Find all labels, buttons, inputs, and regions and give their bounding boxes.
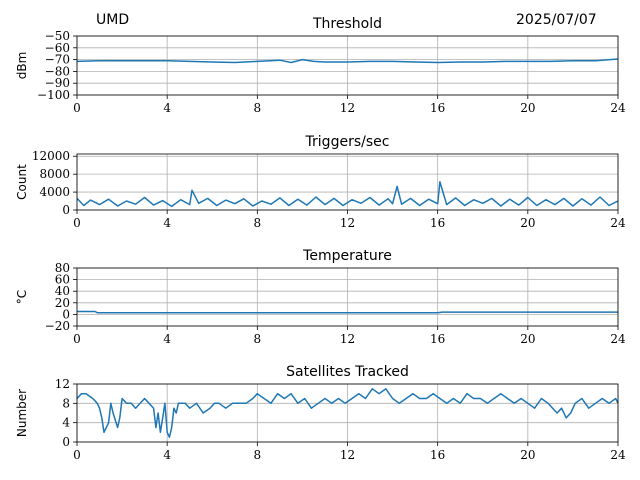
triggers-sec-ylabel: Count [15,164,29,200]
y-tick-label: 4000 [39,185,70,199]
x-tick-label: 24 [610,332,626,346]
y-tick-label: −60 [45,41,70,55]
x-tick-label: 12 [340,448,355,462]
y-tick-label: 60 [55,273,70,287]
date-label: 2025/07/07 [516,12,597,28]
x-tick-label: 0 [73,216,81,230]
temperature-ylabel: °C [15,290,29,304]
x-tick-label: 8 [254,101,262,115]
x-tick-label: 24 [610,448,626,462]
x-tick-label: 20 [520,101,535,115]
threshold-series-line [76,58,619,64]
y-tick-label: 4 [62,416,70,430]
x-tick-label: 16 [430,448,445,462]
y-tick-label: 0 [62,203,70,217]
x-tick-label: 24 [610,216,626,230]
satellites-tracked-ylabel: Number [15,389,29,437]
triggers-sec-title: Triggers/sec [305,134,390,150]
x-tick-label: 20 [520,332,535,346]
x-tick-label: 8 [254,332,262,346]
y-tick-label: 12000 [32,149,70,163]
triggers-sec-series-line [76,181,619,208]
x-tick-label: 20 [520,216,535,230]
y-tick-label: 8000 [39,167,70,181]
threshold-title: Threshold [312,16,382,32]
x-tick-label: 12 [340,332,355,346]
x-tick-label: 24 [610,101,626,115]
temperature-series-line [77,310,618,314]
x-tick-label: 4 [163,216,171,230]
x-tick-label: 0 [73,448,81,462]
y-tick-label: 12 [55,377,70,391]
y-tick-label: 0 [62,307,70,321]
y-tick-label: −20 [45,319,70,333]
triggers-sec-panel: 0 4 8 12 16 20 24 0 4000 8000 12000 Triggers/sec Cou… [15,134,626,230]
x-tick-label: 8 [254,216,262,230]
y-tick-label: 0 [62,435,70,449]
x-tick-label: 16 [430,101,445,115]
x-tick-label: 8 [254,448,262,462]
temperature-axes-frame [76,267,619,327]
threshold-panel: 0 4 8 12 16 20 24 −50−60−70−80−90−100 Threshold d… [15,16,626,115]
satellites-tracked-series-line [76,388,619,438]
y-tick-label: −50 [45,29,70,43]
satellites-tracked-panel: 0 4 8 12 16 20 24 0 4 8 12 Satellites Tracked Number [15,364,626,462]
y-tick-label: 8 [62,396,70,410]
x-tick-label: 4 [163,332,171,346]
threshold-axes-frame [76,35,619,96]
y-tick-label: −80 [45,64,70,78]
x-tick-label: 0 [73,101,81,115]
x-tick-label: 4 [163,101,171,115]
x-tick-label: 12 [340,101,355,115]
x-tick-label: 12 [340,216,355,230]
triggers-sec-axes-frame [76,153,619,211]
y-tick-label: 40 [55,284,70,298]
x-tick-label: 16 [430,216,445,230]
satellites-tracked-axes-frame [76,383,619,443]
y-tick-label: 80 [55,261,70,275]
x-tick-label: 20 [520,448,535,462]
x-tick-label: 4 [163,448,171,462]
satellites-tracked-title: Satellites Tracked [286,364,409,380]
x-tick-label: 0 [73,332,81,346]
x-tick-label: 16 [430,332,445,346]
y-tick-label: −70 [45,53,70,67]
threshold-ylabel: dBm [15,52,29,80]
y-tick-label: 20 [55,296,70,310]
site-label: UMD [96,12,130,28]
temperature-title: Temperature [302,248,392,264]
y-tick-label: −90 [45,76,70,90]
y-tick-label: −100 [37,88,70,102]
